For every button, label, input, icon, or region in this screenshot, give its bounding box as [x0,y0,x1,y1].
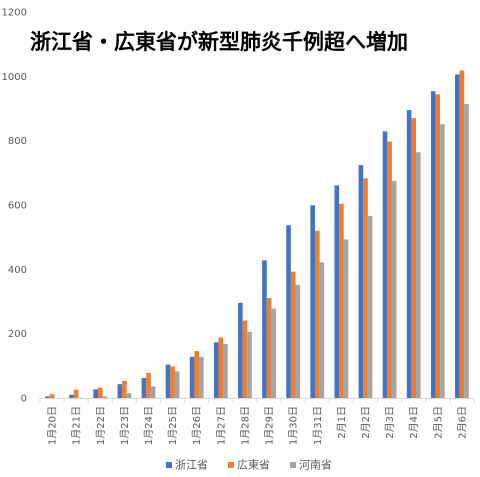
bar-1-18 [455,74,460,399]
bar-2-16 [411,118,417,399]
bar-2-11 [290,271,296,398]
bar-2-4 [122,380,127,398]
bar-3-8 [223,343,228,398]
bar-3-13 [343,239,349,398]
bar-2-2 [73,389,79,398]
x-tick-label: 1月22日 [95,406,107,445]
y-tick-label: 800 [8,136,27,147]
bar-2-5 [146,372,151,398]
bar-3-18 [464,104,469,398]
y-tick-label: 400 [8,265,27,276]
bar-2-12 [314,230,320,398]
bar-2-1 [49,394,55,398]
legend-swatch-1 [166,462,172,468]
bar-2-7 [194,351,200,398]
x-tick-label: 1月27日 [215,406,227,445]
x-tick-label: 2月4日 [408,406,420,439]
chart-title: 浙江省・広東省が新型肺炎千例超へ増加 [30,30,408,54]
x-tick-label: 2月6日 [456,406,468,439]
bar-3-10 [271,308,276,398]
bar-3-6 [174,371,180,398]
x-tick-label: 1月30日 [288,406,300,445]
bar-2-3 [97,387,103,398]
x-tick-label: 1月25日 [167,406,179,445]
bar-2-9 [242,320,248,398]
legend: 浙江省 広東省 河南省 [166,459,332,472]
x-tick-labels: 1月20日 1月21日 1月22日 1月23日 1月24日 1月25日 1月26日 1月27日… [47,406,469,445]
bar-1-8 [213,342,219,398]
x-tick-label: 2月5日 [432,406,444,439]
bar-2-6 [170,366,175,398]
bar-1-5 [141,378,147,398]
y-tick-label: 600 [8,201,27,212]
legend-swatch-3 [290,462,296,468]
bar-1-7 [189,356,195,398]
x-tick-label: 1月23日 [119,406,131,445]
bar-1-3 [93,389,98,398]
bar-2-8 [218,337,224,398]
x-tick-label: 1月26日 [191,406,203,445]
legend-label-3: 河南省 [299,459,332,472]
y-axis: 0 200 400 600 800 1000 1200 [2,8,27,405]
bar-3-16 [416,152,421,398]
x-axis [39,398,475,403]
x-tick-label: 2月2日 [360,406,372,439]
bar-2-18 [459,70,465,398]
x-tick-label: 2月1日 [336,406,348,439]
legend-label-1: 浙江省 [175,459,208,472]
x-tick-label: 1月24日 [143,406,155,445]
bar-3-17 [440,124,445,398]
y-tick-label: 1200 [2,8,27,19]
legend-label-2: 広東省 [237,459,270,472]
bar-3-12 [319,262,325,398]
bar-1-12 [310,205,315,398]
x-tick-label: 1月31日 [312,406,324,445]
x-tick-label: 1月21日 [71,406,83,445]
bar-1-11 [286,225,291,398]
bar-1-17 [430,91,436,398]
x-tick-label: 1月28日 [239,406,251,445]
bar-3-11 [295,284,301,398]
y-tick-label: 1000 [2,72,27,83]
bar-1-13 [334,185,340,398]
bar-3-4 [126,393,132,398]
bar-2-17 [435,94,441,398]
bar-1-9 [238,302,243,398]
y-tick-label: 0 [21,394,27,405]
bar-2-14 [363,178,368,398]
bar-1-14 [358,165,364,398]
x-tick-label: 2月3日 [384,406,396,439]
bar-1-10 [262,260,267,398]
legend-swatch-2 [228,462,234,468]
bar-3-14 [367,215,373,398]
y-tick-label: 200 [8,329,27,340]
bar-1-6 [165,364,171,398]
bar-3-9 [247,331,252,398]
x-tick-label: 1月20日 [47,406,59,445]
bar-2-10 [266,297,272,398]
bar-1-2 [69,394,74,398]
bar-1-15 [382,131,388,398]
x-tick-label: 1月29日 [264,406,276,445]
bar-1-16 [406,110,412,399]
bar-2-13 [339,203,344,398]
bar-2-15 [387,141,392,398]
bar-1-1 [45,396,50,398]
bar-3-5 [150,386,156,398]
bar-3-15 [391,180,397,399]
bar-3-3 [102,396,108,398]
bar-1-4 [117,384,123,398]
bar-3-7 [199,356,204,398]
bar-area [45,70,469,399]
